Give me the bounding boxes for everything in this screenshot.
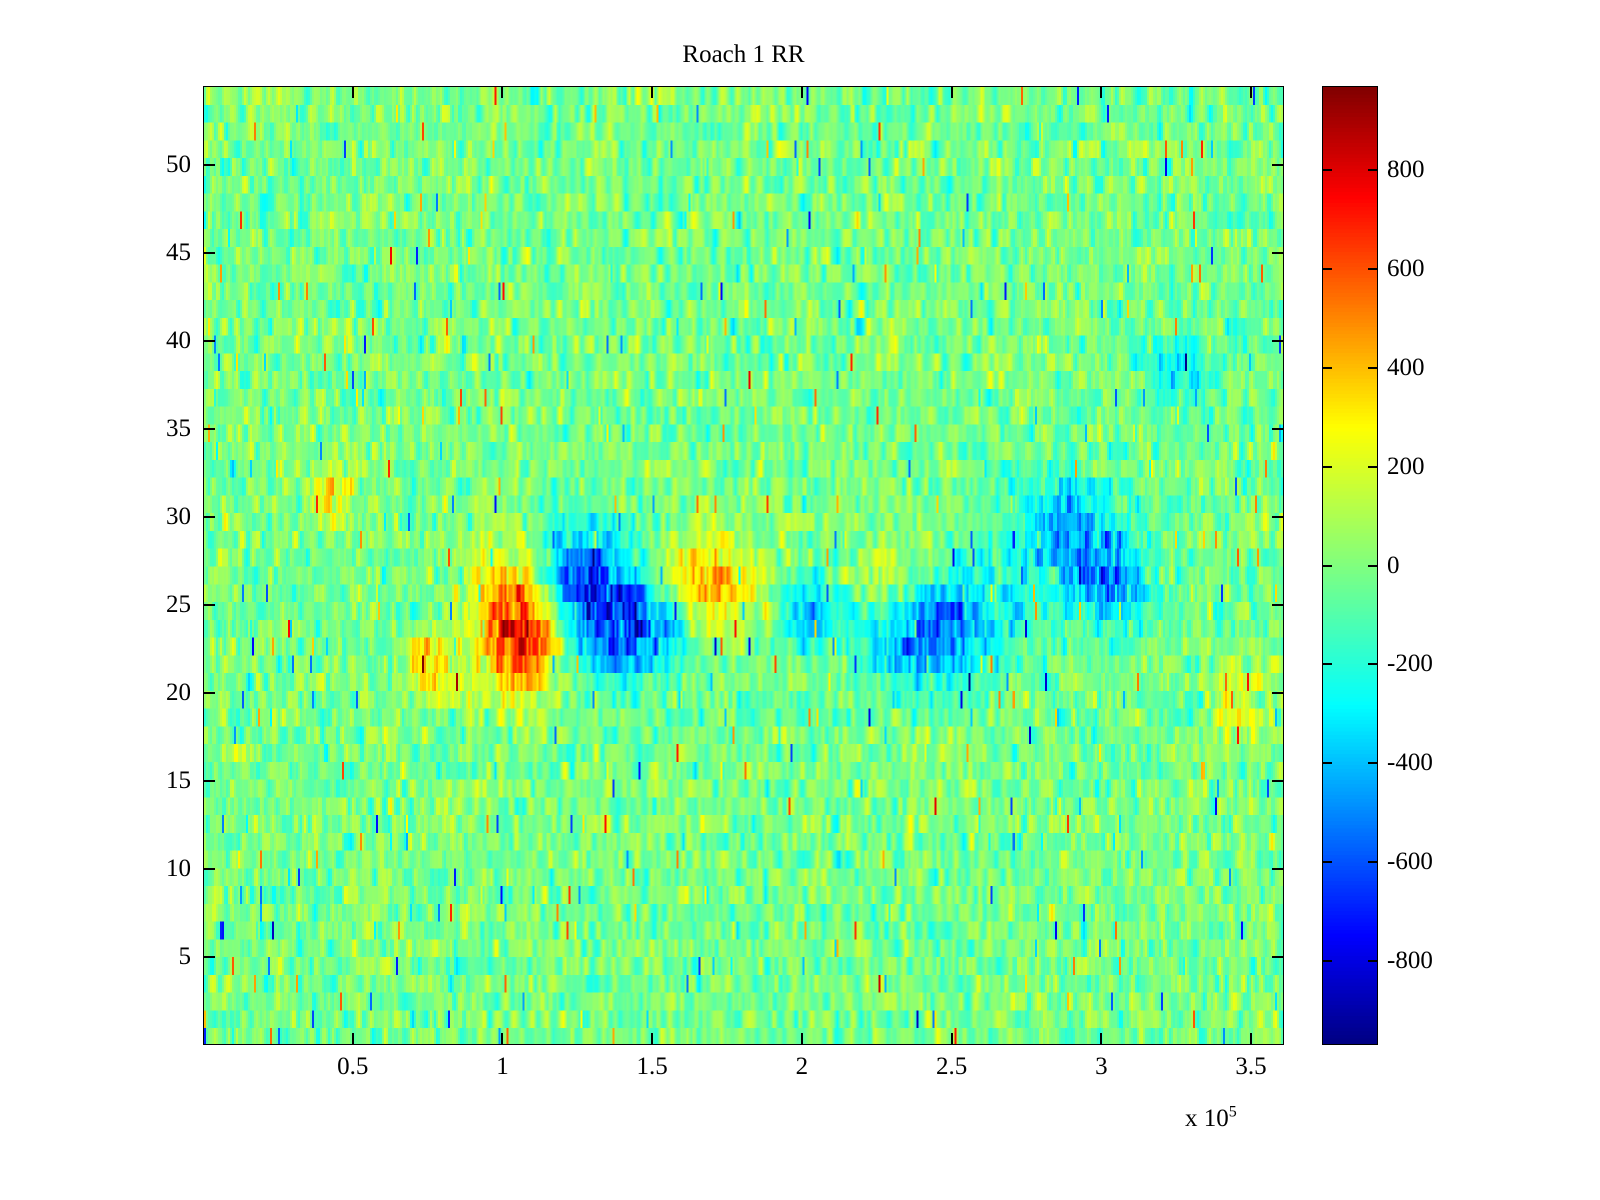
y-axis-tick-mark-right: [1272, 604, 1284, 607]
y-axis-tick-mark-right: [1272, 516, 1284, 519]
x-axis-tick-mark-top: [800, 86, 803, 98]
colorbar-tick-mark-left: [1322, 267, 1332, 270]
x-axis-tick-label: 3: [1095, 1053, 1108, 1080]
y-axis-tick-label: 40: [166, 327, 191, 355]
colorbar-tick-label: 200: [1387, 452, 1425, 480]
y-axis-tick-mark-right: [1272, 164, 1284, 167]
y-axis-tick-label: 35: [166, 415, 191, 443]
colorbar-tick-label: 400: [1387, 353, 1425, 381]
y-axis-tick-mark-right: [1272, 780, 1284, 783]
x-axis-tick-mark-top: [351, 86, 354, 98]
y-axis-tick-mark: [203, 516, 215, 519]
colorbar-tick-mark-left: [1322, 762, 1332, 765]
colorbar-tick-label: -600: [1387, 848, 1433, 876]
colorbar-tick-mark-right: [1368, 861, 1378, 864]
x-axis-tick-label: 1.5: [636, 1053, 668, 1080]
colorbar-tick-label: -800: [1387, 946, 1433, 974]
x-axis-tick-mark-top: [651, 86, 654, 98]
x-axis-tick-mark-top: [1100, 86, 1103, 98]
y-axis-tick-mark: [203, 340, 215, 343]
x-axis-tick-mark-top: [1250, 86, 1253, 98]
colorbar-tick-mark-right: [1368, 663, 1378, 666]
colorbar-tick-mark-left: [1322, 169, 1332, 172]
x-axis-tick-label: 2: [795, 1053, 809, 1080]
y-axis-tick-mark: [203, 164, 215, 167]
colorbar-tick-mark-right: [1368, 564, 1378, 567]
y-axis-tick-label: 45: [166, 239, 191, 267]
colorbar-tick-mark-left: [1322, 366, 1332, 369]
y-axis-tick-mark: [203, 868, 215, 871]
x-axis-tick-label: 1: [496, 1053, 509, 1080]
x-axis-exponent-base: x 10: [1185, 1105, 1229, 1132]
x-axis-tick-mark: [501, 1033, 504, 1045]
heatmap-axes[interactable]: [203, 86, 1284, 1045]
colorbar-tick-mark-right: [1368, 762, 1378, 765]
y-axis-tick-label: 15: [166, 767, 191, 795]
y-axis-tick-mark: [203, 956, 215, 959]
y-axis-tick-label: 25: [166, 591, 191, 619]
y-axis-tick-label: 50: [166, 151, 191, 179]
colorbar-tick-mark-right: [1368, 465, 1378, 468]
y-axis-tick-mark-right: [1272, 956, 1284, 959]
y-axis-tick-mark-right: [1272, 868, 1284, 871]
x-axis-tick-mark: [950, 1033, 953, 1045]
y-axis-tick-mark-right: [1272, 252, 1284, 255]
x-axis-tick-label: 2.5: [935, 1053, 968, 1080]
y-axis-tick-mark: [203, 252, 215, 255]
colorbar-tick-mark-right: [1368, 366, 1378, 369]
colorbar-tick-mark-right: [1368, 169, 1378, 172]
heatmap-image: [204, 87, 1283, 1044]
y-axis-tick-label: 5: [178, 943, 192, 971]
y-axis-tick-label: 10: [166, 855, 191, 883]
y-axis-tick-mark: [203, 604, 215, 607]
colorbar-tick-label: 800: [1387, 156, 1425, 184]
x-axis-tick-mark: [651, 1033, 654, 1045]
x-axis-tick-mark: [351, 1033, 354, 1045]
colorbar-tick-mark-left: [1322, 465, 1332, 468]
x-axis-tick-mark: [1250, 1033, 1253, 1045]
colorbar-tick-mark-right: [1368, 267, 1378, 270]
y-axis-tick-mark: [203, 692, 215, 695]
x-axis-tick-label: 3.5: [1235, 1053, 1267, 1080]
colorbar-tick-label: 0: [1387, 551, 1400, 579]
x-axis-tick-mark: [1100, 1033, 1103, 1045]
colorbar-tick-label: -200: [1387, 650, 1433, 678]
colorbar-tick-mark-left: [1322, 861, 1332, 864]
colorbar-tick-label: -400: [1387, 749, 1433, 777]
colorbar-tick-mark-right: [1368, 959, 1378, 962]
colorbar-tick-label: 600: [1387, 254, 1425, 282]
y-axis-tick-mark-right: [1272, 692, 1284, 695]
y-axis-tick-mark: [203, 428, 215, 431]
colorbar-tick-mark-left: [1322, 959, 1332, 962]
page-title: Roach 1 RR: [682, 41, 805, 68]
x-axis-tick-mark: [800, 1033, 803, 1045]
y-axis-tick-mark-right: [1272, 340, 1284, 343]
x-axis-exponent-label: x 105: [1185, 1103, 1237, 1133]
colorbar-tick-mark-left: [1322, 564, 1332, 567]
y-axis-tick-mark-right: [1272, 428, 1284, 431]
x-axis-tick-mark-top: [950, 86, 953, 98]
x-axis-exponent-power: 5: [1228, 1103, 1237, 1121]
colorbar-tick-mark-left: [1322, 663, 1332, 666]
x-axis-tick-mark-top: [501, 86, 504, 98]
y-axis-tick-label: 30: [166, 503, 191, 531]
y-axis-tick-label: 20: [166, 679, 191, 707]
x-axis-tick-label: 0.5: [337, 1053, 369, 1080]
y-axis-tick-mark: [203, 780, 215, 783]
